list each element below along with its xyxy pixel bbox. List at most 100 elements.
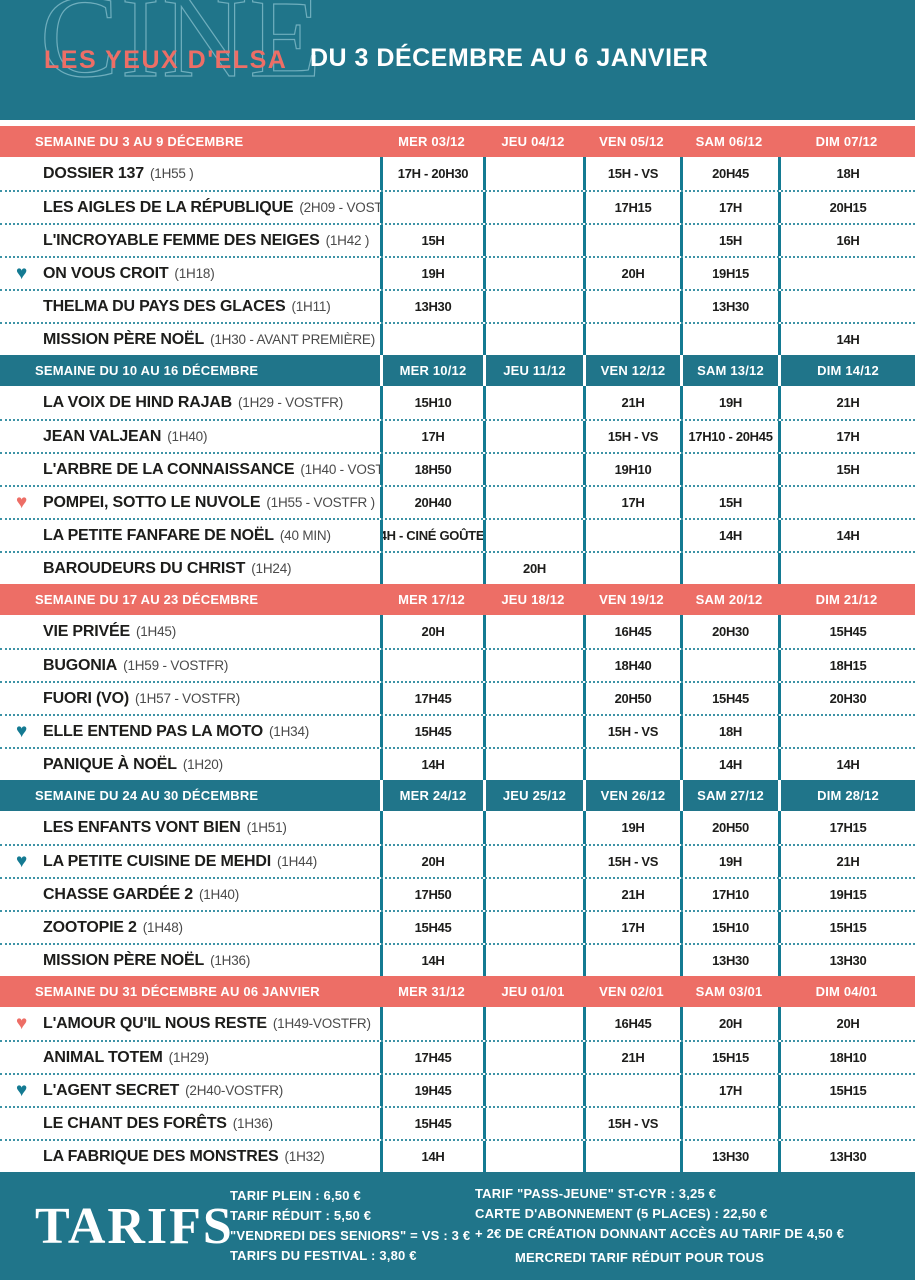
showtime-cell: 15H - VS	[583, 846, 680, 877]
showtime-cell	[483, 421, 583, 452]
showtime-cell	[680, 1108, 778, 1139]
film-title-cell: L'INCROYABLE FEMME DES NEIGES (1H42 )	[0, 225, 380, 256]
week-label: SEMAINE DU 3 AU 9 DÉCEMBRE	[0, 126, 380, 157]
film-duration: (1H18)	[174, 266, 215, 281]
showtime-cell: 20H45	[680, 157, 778, 190]
showtime-cell: 17H - 20H30	[380, 157, 483, 190]
film-title: BUGONIA	[43, 656, 118, 674]
film-duration: (1H20)	[182, 757, 223, 772]
showtime-cell: 20H	[680, 1007, 778, 1040]
showtime-cell: 17H	[778, 421, 915, 452]
heart-icon: ♥	[16, 851, 28, 872]
showtime-cell: 18H	[680, 716, 778, 747]
showtime-cell: 14H	[778, 520, 915, 551]
film-title-cell: ♥ L'AMOUR QU'IL NOUS RESTE (1H49-VOSTFR)	[0, 1007, 380, 1040]
showtime-cell: 21H	[583, 386, 680, 419]
film-row: LES AIGLES DE LA RÉPUBLIQUE (2H09 - VOSTF…	[0, 190, 915, 223]
film-row: DOSSIER 137 (1H55 ) 17H - 20H30 15H - VS 20H…	[0, 157, 915, 190]
film-duration: (2H09 - VOSTFR)	[299, 200, 380, 215]
film-row: BUGONIA (1H59 - VOSTFR) 18H40 18H15	[0, 648, 915, 681]
showtime-cell: 20H50	[680, 811, 778, 844]
showtime-cell	[483, 454, 583, 485]
showtime-cell: 17H	[583, 912, 680, 943]
day-column-header: SAM 27/12	[680, 780, 778, 811]
showtime-cell	[583, 1141, 680, 1172]
showtime-cell: 20H15	[778, 192, 915, 223]
film-title-cell: LES AIGLES DE LA RÉPUBLIQUE (2H09 - VOSTF…	[0, 192, 380, 223]
film-title: THELMA DU PAYS DES GLACES	[43, 297, 286, 315]
film-title: ELLE ENTEND PAS LA MOTO	[43, 722, 264, 740]
tarifs-footer: TARIFS TARIF PLEIN : 6,50 € TARIF RÉDUIT …	[0, 1172, 915, 1280]
film-title-cell: THELMA DU PAYS DES GLACES (1H11)	[0, 291, 380, 322]
showtime-cell: 21H	[778, 846, 915, 877]
film-title-cell: JEAN VALJEAN (1H40)	[0, 421, 380, 452]
showtime-cell: 14H	[778, 324, 915, 355]
film-title-cell: LA FABRIQUE DES MONSTRES (1H32)	[0, 1141, 380, 1172]
day-column-header: MER 17/12	[380, 584, 483, 615]
day-column-header: SAM 03/01	[680, 976, 778, 1007]
showtime-cell	[483, 1075, 583, 1106]
showtime-cell	[483, 716, 583, 747]
tarif-line: + 2€ DE CRÉATION DONNANT ACCÈS AU TARIF …	[475, 1226, 845, 1241]
showtime-cell: 15H	[778, 454, 915, 485]
showtime-cell: 14H	[680, 749, 778, 780]
showtime-cell: 14H	[380, 945, 483, 976]
page-header: CINÉ LES YEUX D'ELSA DU 3 DÉCEMBRE AU 6 …	[0, 0, 915, 120]
film-title-cell: ♥ ON VOUS CROIT (1H18)	[0, 258, 380, 289]
showtime-cell	[583, 1075, 680, 1106]
showtime-cell: 15H45	[380, 1108, 483, 1139]
film-duration: (1H51)	[246, 820, 287, 835]
showtime-cell: 13H30	[680, 1141, 778, 1172]
film-duration: (2H40-VOSTFR)	[185, 1083, 284, 1098]
film-duration: (1H59 - VOSTFR)	[123, 658, 229, 673]
film-title-cell: LES ENFANTS VONT BIEN (1H51)	[0, 811, 380, 844]
showtime-cell: 20H	[380, 846, 483, 877]
film-row: ♥ LA PETITE CUISINE DE MEHDI (1H44) 20H 15H …	[0, 844, 915, 877]
heart-icon: ♥	[16, 263, 28, 284]
showtime-cell: 17H15	[778, 811, 915, 844]
film-title: L'ARBRE DE LA CONNAISSANCE	[43, 460, 295, 478]
showtime-cell	[778, 258, 915, 289]
film-duration: (1H40)	[167, 429, 208, 444]
showtime-cell: 14H	[778, 749, 915, 780]
film-row: ♥ ON VOUS CROIT (1H18) 19H 20H 19H15	[0, 256, 915, 289]
showtime-cell: 17H45	[380, 683, 483, 714]
showtime-cell: 19H10	[583, 454, 680, 485]
showtime-cell: 17H	[583, 487, 680, 518]
day-column-header: SAM 13/12	[680, 355, 778, 386]
film-title: L'AGENT SECRET	[43, 1081, 180, 1099]
showtime-cell	[483, 615, 583, 648]
showtime-cell	[483, 650, 583, 681]
showtime-cell	[380, 650, 483, 681]
heart-icon: ♥	[16, 721, 28, 742]
showtime-cell	[778, 716, 915, 747]
showtime-cell	[380, 1007, 483, 1040]
film-duration: (1H49-VOSTFR)	[272, 1016, 371, 1031]
film-row: MISSION PÈRE NOËL (1H30 - AVANT PREMIÈRE)…	[0, 322, 915, 355]
showtime-cell: 19H	[583, 811, 680, 844]
showtime-cell: 15H45	[680, 683, 778, 714]
film-row: ♥ L'AGENT SECRET (2H40-VOSTFR) 19H45 17H 15H1…	[0, 1073, 915, 1106]
film-row: JEAN VALJEAN (1H40) 17H 15H - VS 17H10 - 20H…	[0, 419, 915, 452]
showtime-cell: 19H45	[380, 1075, 483, 1106]
showtime-cell: 21H	[583, 1042, 680, 1073]
showtime-cell: 16H45	[583, 1007, 680, 1040]
day-column-header: VEN 26/12	[583, 780, 680, 811]
tarif-line: TARIF RÉDUIT : 5,50 €	[230, 1207, 372, 1223]
film-title: L'AMOUR QU'IL NOUS RESTE	[43, 1014, 267, 1032]
day-column-header: VEN 12/12	[583, 355, 680, 386]
heart-icon: ♥	[16, 492, 28, 513]
film-title-cell: BUGONIA (1H59 - VOSTFR)	[0, 650, 380, 681]
day-column-header: DIM 21/12	[778, 584, 915, 615]
day-column-header: SAM 06/12	[680, 126, 778, 157]
film-duration: (1H44)	[277, 854, 318, 869]
film-duration: (1H24)	[251, 561, 292, 576]
day-column-header: JEU 18/12	[483, 584, 583, 615]
showtime-cell	[380, 324, 483, 355]
period-title: DU 3 DÉCEMBRE AU 6 JANVIER	[310, 44, 709, 72]
showtime-cell	[380, 553, 483, 584]
day-column-header: DIM 14/12	[778, 355, 915, 386]
film-row: PANIQUE À NOËL (1H20) 14H 14H 14H	[0, 747, 915, 780]
heart-icon: ♥	[16, 1013, 28, 1034]
week-header-band: SEMAINE DU 17 AU 23 DÉCEMBRE MER 17/12 JEU…	[0, 584, 915, 615]
